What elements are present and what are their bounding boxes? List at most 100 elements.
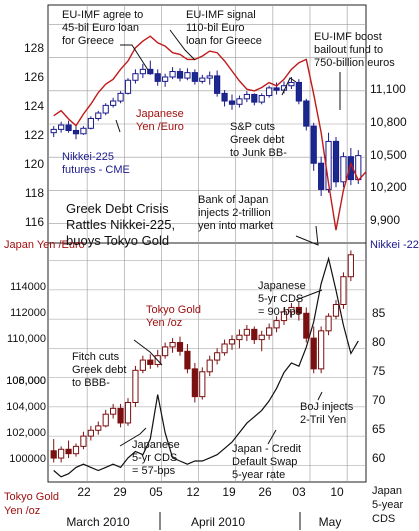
annotation-fitch-cuts: Fitch cuts Greek debt to BBB- (72, 351, 129, 389)
x-axis-ticks: 22 29 05 12 19 26 03 10 (77, 485, 344, 499)
annotation-cds-57: Japanese 5-yr CDS = 57-bps (132, 439, 183, 477)
nikkei-candle-body (50, 128, 57, 134)
leader-cds-90 (295, 289, 323, 301)
bottom-left-tick: 112000 (10, 307, 46, 319)
bottom-left-tick: 106,000 (6, 375, 46, 387)
annotation-leader-lines (115, 29, 341, 447)
gold-candle-body (162, 346, 169, 357)
gold-candle-body (221, 343, 228, 354)
gold-candle-body (110, 407, 117, 415)
nikkei-candle-body (199, 77, 206, 82)
gold-candle-body (58, 448, 65, 459)
leader-boj-2trillion (295, 225, 319, 246)
nikkei-candle-body (258, 95, 265, 103)
leader-eu-imf-45bil (120, 44, 149, 71)
x-tick-label: 12 (186, 485, 200, 499)
nikkei-candle-body (169, 71, 176, 78)
bottom-left-tick: 108,000 (6, 375, 46, 387)
gold-candle-body (228, 339, 236, 345)
gold-candle-body (347, 254, 354, 278)
gold-candle-body (102, 413, 109, 427)
top-left-tick: 120 (24, 157, 44, 171)
x-month-label: April 2010 (191, 515, 245, 529)
nikkei-candle-body (273, 87, 280, 91)
nikkei-candle-body (251, 93, 258, 103)
nikkei-candle-body (139, 68, 146, 75)
nikkei-candle-body (310, 125, 317, 164)
bottom-right-tick: 80 (372, 335, 386, 349)
bottom-left-axis: 114000 112000 110,000 108,000 106,000 10… (6, 281, 46, 465)
top-right-tick: 10,200 (370, 180, 407, 194)
bottom-left-tick: 114000 (10, 281, 46, 293)
annotation-eu-imf-45bil: EU-IMF agree to 45-bil Euro loan for Gre… (62, 9, 146, 47)
gold-candle-body (280, 311, 288, 322)
gold-candle-body (251, 328, 258, 341)
gold-candle-body (176, 342, 184, 352)
gold-candle-body (318, 330, 325, 370)
annotation-sp-cuts: S&P cuts Greek debt to Junk BB- (230, 121, 287, 159)
nikkei-candle-body (288, 81, 295, 87)
gold-candle-body (65, 448, 72, 455)
gold-candle-body (87, 429, 94, 437)
gold-candle-body (184, 350, 191, 370)
gold-candle-body (72, 445, 80, 455)
nikkei-candle-body (95, 112, 102, 119)
top-right-tick: 10,500 (370, 148, 407, 162)
nikkei-candle-body (162, 76, 169, 82)
top-right-axis-title: Nikkei -225 Index (370, 239, 419, 251)
nikkei-candle-body (303, 100, 310, 127)
annotation-tokyo-gold-yen-oz: Tokyo Gold Yen /oz (146, 304, 204, 329)
gold-candle-body (80, 435, 87, 447)
top-left-tick: 118 (25, 186, 44, 200)
top-left-tick: 128 (24, 41, 44, 55)
top-right-axis: 11,100 10,800 10,500 10,200 9,900 (370, 82, 407, 227)
x-tick-label: 29 (113, 485, 127, 499)
leader-eu-imf-110bil (169, 29, 196, 61)
annotation-boj-2tril: BoJ injects 2-Tril Yen (300, 401, 356, 426)
nikkei-candle-body (236, 98, 243, 105)
x-tick-label: 26 (258, 485, 272, 499)
annotation-eu-imf-110bil: EU-IMF signal 110-bil Euro loan for Gree… (186, 9, 262, 47)
top-left-tick: 126 (24, 70, 44, 84)
gold-candle-body (95, 425, 102, 431)
leader-fitch-cuts (133, 339, 163, 366)
top-right-tick: 10,800 (370, 115, 407, 129)
bottom-plot-frame (47, 242, 367, 483)
gold-candle-body (295, 306, 302, 314)
nikkei-candle-body (206, 75, 213, 79)
x-tick-label: 10 (330, 485, 344, 499)
x-axis-months: March 2010 April 2010 May (66, 515, 341, 529)
bottom-panel-series (50, 250, 359, 478)
annotation-boj-injects-2trillion: Bank of Japan injects 2-trillion yen int… (198, 194, 274, 232)
annotation-eu-imf-750bil: EU-IMF boost bailout fund to 750-billion… (314, 31, 395, 69)
annotation-cds-90: Japanese 5-yr CDS = 90-bps (258, 280, 309, 318)
nikkei-candle-body (124, 79, 132, 94)
bottom-left-tick: 110,000 (7, 333, 46, 345)
x-month-label: May (319, 515, 342, 529)
gold-candle-body (214, 352, 221, 361)
top-left-tick: 122 (24, 128, 44, 142)
leader-nikkei-futures (115, 119, 121, 133)
nikkei-candle-body (65, 124, 72, 131)
bottom-right-tick: 75 (372, 364, 386, 378)
gold-candle-body (132, 369, 139, 403)
gold-candle-body (169, 342, 176, 348)
nikkei-candle-body (102, 104, 109, 114)
top-left-axis: 128 126 124 122 120 118 116 (24, 41, 44, 229)
leader-sp-cuts (281, 77, 297, 96)
gold-candle-body (288, 306, 295, 313)
bottom-left-tick: 102,000 (6, 427, 46, 439)
gold-candle-body (147, 359, 154, 365)
gold-candle-body (243, 328, 250, 336)
nikkei-candle-body (318, 162, 325, 190)
bottom-right-tick: 60 (372, 451, 386, 465)
gold-candle-body (191, 368, 198, 398)
top-right-tick: 9,900 (370, 213, 400, 227)
yen-euro-line (53, 35, 367, 231)
gold-candle-body (332, 304, 340, 317)
nikkei-candle-body (110, 100, 117, 106)
annotation-nikkei-futures: Nikkei-225 futures - CME (62, 151, 130, 176)
nikkei-candle-body (266, 87, 273, 97)
gold-candle-body (310, 337, 317, 370)
